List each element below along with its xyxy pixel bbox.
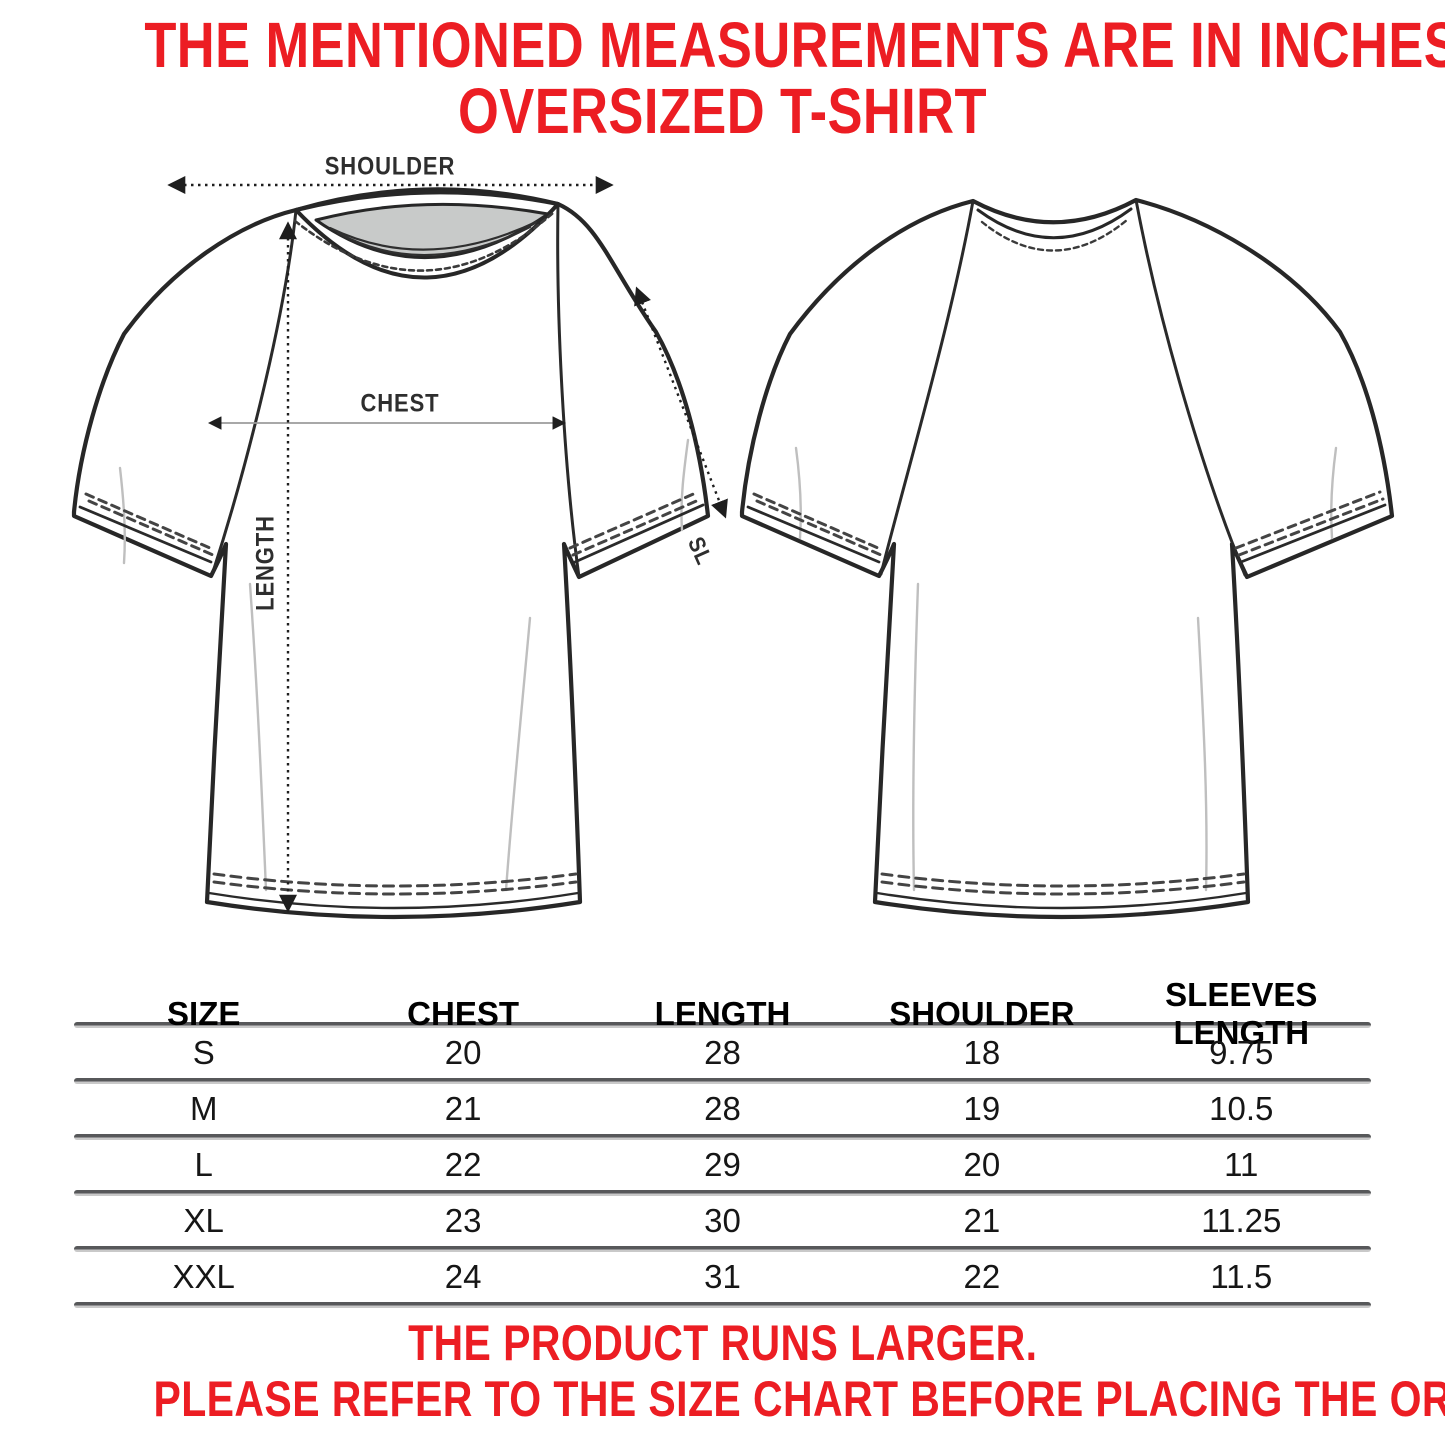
- back-left-cuff: [746, 492, 883, 564]
- measurement-arrows: [167, 176, 728, 913]
- size-row-m: M 21 28 19 10.5: [74, 1084, 1371, 1134]
- table-divider: [74, 1022, 1371, 1028]
- size-row-xl: XL 23 30 21 11.25: [74, 1196, 1371, 1246]
- size-table-header-row: SIZE CHEST LENGTH SHOULDER SLEEVES LENGT…: [74, 976, 1371, 1051]
- shoulder-value: 18: [963, 1034, 1001, 1071]
- front-right-armhole-seam: [556, 202, 581, 579]
- back-left-armhole-seam: [879, 199, 975, 576]
- front-body-outline: [71, 187, 711, 920]
- table-divider: [74, 1078, 1371, 1084]
- length-value: 31: [704, 1258, 741, 1295]
- size-value: M: [189, 1090, 218, 1127]
- column-header-chest: CHEST: [407, 995, 520, 1032]
- column-header-shoulder: SHOULDER: [889, 995, 1075, 1032]
- size-value: S: [192, 1034, 215, 1071]
- front-collar-stitching: [293, 211, 555, 272]
- headline-line2-text: OVERSIZED T-SHIRT: [458, 75, 987, 147]
- sleeves-length-value: 11: [1224, 1146, 1259, 1183]
- front-left-cuff: [78, 492, 215, 564]
- footer-runs-larger-note: THE PRODUCT RUNS LARGER.: [0, 1316, 1445, 1370]
- shoulder-value: 22: [963, 1258, 1001, 1295]
- length-value: 28: [704, 1034, 741, 1071]
- chest-measure-label: CHEST: [360, 389, 440, 418]
- size-value: L: [194, 1146, 213, 1183]
- table-divider: [74, 1246, 1371, 1252]
- sleeves-length-value: 11.5: [1210, 1258, 1273, 1295]
- tshirt-flat-diagram: [71, 176, 1395, 920]
- chest-value: 24: [444, 1258, 482, 1295]
- footer-line2-text: PLEASE REFER TO THE SIZE CHART BEFORE PL…: [153, 1371, 1445, 1427]
- size-value: XXL: [172, 1258, 235, 1295]
- size-table: SIZE CHEST LENGTH SHOULDER SLEEVES LENGT…: [74, 976, 1371, 1308]
- sleeves-length-value: 10.5: [1209, 1090, 1274, 1127]
- sleeves-length-value: 9.75: [1209, 1034, 1274, 1071]
- back-body-outline: [739, 197, 1395, 920]
- headline-measurements-note: THE MENTIONED MEASUREMENTS ARE IN INCHES: [0, 12, 1445, 78]
- shoulder-value: 21: [963, 1202, 1001, 1239]
- footer-refer-chart-note: PLEASE REFER TO THE SIZE CHART BEFORE PL…: [0, 1372, 1445, 1426]
- back-hem-stitching: [875, 872, 1248, 910]
- table-divider: [74, 1302, 1371, 1308]
- size-row-xxl: XXL 24 31 22 11.5: [74, 1252, 1371, 1302]
- shoulder-value: 20: [963, 1146, 1001, 1183]
- size-value: XL: [183, 1202, 224, 1239]
- chest-value: 20: [444, 1034, 482, 1071]
- table-divider: [74, 1134, 1371, 1140]
- column-header-size: SIZE: [167, 995, 241, 1032]
- headline-product-type: OVERSIZED T-SHIRT: [0, 78, 1445, 144]
- front-tshirt-drawing: [71, 187, 711, 920]
- back-right-cuff: [1234, 490, 1387, 564]
- back-fold-lines: [794, 446, 1338, 892]
- length-value: 28: [704, 1090, 741, 1127]
- back-collar-inner-line: [976, 207, 1133, 240]
- size-row-s: S 20 28 18 9.75: [74, 1028, 1371, 1078]
- length-value: 29: [704, 1146, 741, 1183]
- length-measure-label: LENGTH: [251, 515, 280, 611]
- chest-value: 21: [444, 1090, 482, 1127]
- shoulder-measure-label: SHOULDER: [324, 152, 456, 181]
- back-collar-stitching: [980, 218, 1129, 252]
- shoulder-value: 19: [963, 1090, 1001, 1127]
- back-tshirt-drawing: [739, 197, 1395, 920]
- front-hem-stitching: [207, 872, 580, 910]
- back-right-armhole-seam: [1134, 198, 1247, 577]
- table-divider: [74, 1190, 1371, 1196]
- sleeves-length-value: 11.25: [1201, 1202, 1282, 1239]
- column-header-length: LENGTH: [654, 995, 791, 1032]
- front-collar-ribbing: [328, 220, 538, 257]
- chest-value: 23: [444, 1202, 482, 1239]
- length-value: 30: [704, 1202, 741, 1239]
- column-header-sleeves-length: SLEEVES LENGTH: [1165, 976, 1318, 1051]
- footer-line1-text: THE PRODUCT RUNS LARGER.: [407, 1315, 1038, 1371]
- chest-value: 22: [444, 1146, 482, 1183]
- size-row-l: L 22 29 20 11: [74, 1140, 1371, 1190]
- headline-line1-text: THE MENTIONED MEASUREMENTS ARE IN INCHES: [144, 9, 1445, 81]
